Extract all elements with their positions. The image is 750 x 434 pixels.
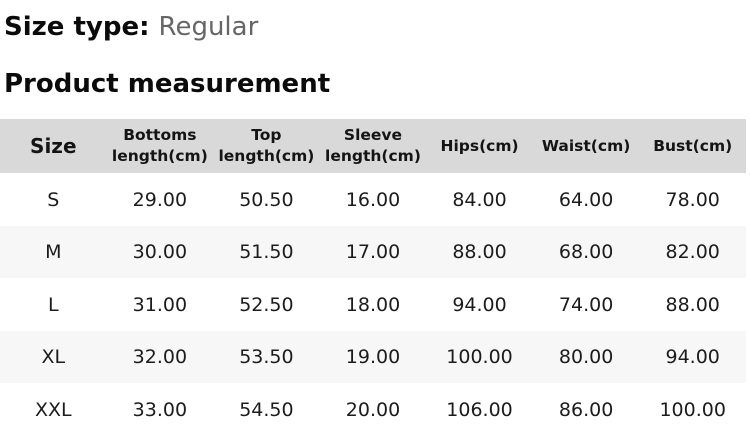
table-row: XL 32.00 53.50 19.00 100.00 80.00 94.00 xyxy=(0,330,746,384)
table-row: S 29.00 50.50 16.00 84.00 64.00 78.00 xyxy=(0,173,746,226)
measurement-cell: 17.00 xyxy=(345,241,401,264)
table-row: XXL 33.00 54.50 20.00 106.00 86.00 100.00 xyxy=(0,383,746,434)
measurement-cell: 18.00 xyxy=(345,293,401,316)
product-measurement-title: Product measurement xyxy=(4,69,331,100)
measurement-cell: 88.00 xyxy=(665,293,720,316)
size-cell: M xyxy=(45,241,62,264)
size-type-heading: Size type: Regular xyxy=(4,12,750,43)
table-header-row: Size Bottoms length(cm) Top length(cm) S… xyxy=(0,119,746,174)
column-header-bottoms-length: Bottoms length(cm) xyxy=(106,119,214,174)
measurement-cell: 80.00 xyxy=(558,346,614,369)
measurement-cell: 29.00 xyxy=(132,188,188,211)
measurement-cell: 100.00 xyxy=(659,398,726,421)
size-cell: L xyxy=(47,293,59,316)
measurement-cell: 74.00 xyxy=(558,293,614,316)
column-header-sleeve-length: Sleeve length(cm) xyxy=(319,119,427,174)
measurement-cell: 68.00 xyxy=(558,241,614,264)
table-row: L 31.00 52.50 18.00 94.00 74.00 88.00 xyxy=(0,278,746,331)
size-cell: XL xyxy=(41,346,66,369)
measurement-cell: 86.00 xyxy=(558,398,614,421)
measurement-cell: 51.50 xyxy=(239,241,294,264)
measurement-cell: 100.00 xyxy=(446,346,513,369)
size-cell: XXL xyxy=(34,398,72,421)
measurement-cell: 82.00 xyxy=(665,241,720,264)
measurement-table: Size Bottoms length(cm) Top length(cm) S… xyxy=(0,119,746,434)
measurement-cell: 31.00 xyxy=(132,293,188,316)
size-type-label: Size type: xyxy=(4,12,150,42)
measurement-cell: 50.50 xyxy=(239,188,294,211)
measurement-cell: 106.00 xyxy=(446,398,513,421)
table-header: Size Bottoms length(cm) Top length(cm) S… xyxy=(0,119,746,174)
table-row: M 30.00 51.50 17.00 88.00 68.00 82.00 xyxy=(0,225,746,279)
measurement-cell: 30.00 xyxy=(132,241,188,264)
column-header-top-length: Top length(cm) xyxy=(213,119,320,174)
size-cell: S xyxy=(47,188,60,211)
measurement-cell: 20.00 xyxy=(345,398,401,421)
column-header-waist: Waist(cm) xyxy=(532,119,640,174)
measurement-cell: 88.00 xyxy=(452,241,507,264)
size-type-value: Regular xyxy=(158,12,259,42)
measurement-cell: 94.00 xyxy=(452,293,507,316)
measurement-cell: 32.00 xyxy=(132,346,188,369)
column-header-size: Size xyxy=(0,119,107,174)
column-header-bust: Bust(cm) xyxy=(639,119,746,174)
measurement-cell: 84.00 xyxy=(452,188,507,211)
measurement-cell: 54.50 xyxy=(239,398,294,421)
measurement-cell: 94.00 xyxy=(665,346,720,369)
measurement-cell: 64.00 xyxy=(558,188,614,211)
measurement-cell: 33.00 xyxy=(132,398,188,421)
measurement-cell: 53.50 xyxy=(239,346,294,369)
measurement-cell: 52.50 xyxy=(239,293,294,316)
column-header-hips: Hips(cm) xyxy=(426,119,533,174)
measurement-cell: 78.00 xyxy=(665,188,720,211)
measurement-cell: 16.00 xyxy=(345,188,401,211)
table-body: S 29.00 50.50 16.00 84.00 64.00 78.00 M 30.00 51.… xyxy=(0,173,746,434)
measurement-cell: 19.00 xyxy=(345,346,401,369)
